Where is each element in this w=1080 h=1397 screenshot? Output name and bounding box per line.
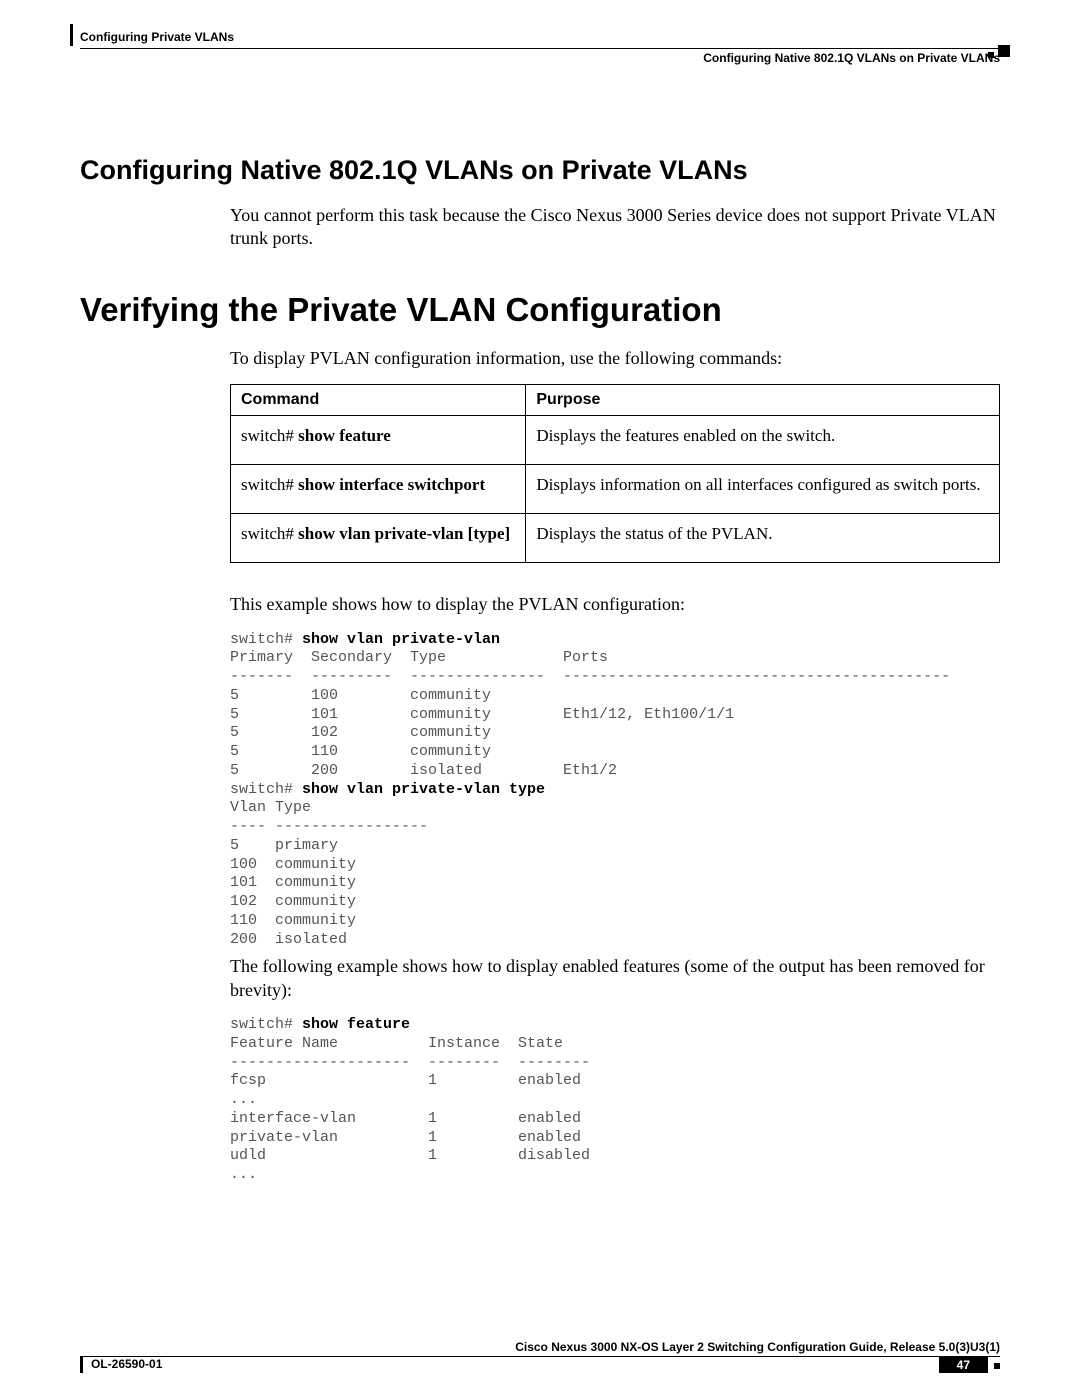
table-row: switch# show vlan private-vlan [type] Di… [231, 514, 1000, 563]
cmd-name: show interface switchport [298, 475, 485, 494]
table-row: switch# show feature Displays the featur… [231, 416, 1000, 465]
section-paragraph: You cannot perform this task because the… [230, 204, 1000, 251]
header-rule [80, 48, 1000, 49]
table-row: switch# show interface switchport Displa… [231, 465, 1000, 514]
running-header: Configuring Private VLANs [80, 30, 1000, 44]
cli-output: switch# show feature Feature Name Instan… [230, 1016, 1000, 1185]
cmd-prefix: switch# [241, 524, 298, 543]
cmd-purpose: Displays the status of the PVLAN. [526, 514, 1000, 563]
cmd-name: show vlan private-vlan [type] [298, 524, 510, 543]
cmd-prefix: switch# [241, 426, 298, 445]
table-header-purpose: Purpose [526, 385, 1000, 416]
cli-body: Primary Secondary Type Ports ------- ---… [230, 649, 950, 779]
footer-page-number: 47 [939, 1358, 1000, 1372]
cli-body: Vlan Type ---- ----------------- 5 prima… [230, 799, 428, 947]
section-heading: Configuring Native 802.1Q VLANs on Priva… [80, 155, 1000, 186]
command-table: Command Purpose switch# show feature Dis… [230, 384, 1000, 563]
cli-command: show vlan private-vlan [302, 631, 500, 648]
cli-prompt: switch# [230, 1016, 302, 1033]
footer-doc-id: OL-26590-01 [80, 1357, 162, 1373]
cmd-purpose: Displays information on all interfaces c… [526, 465, 1000, 514]
footer-doc-title: Cisco Nexus 3000 NX-OS Layer 2 Switching… [80, 1340, 1000, 1354]
cmd-purpose: Displays the features enabled on the swi… [526, 416, 1000, 465]
example-intro: The following example shows how to displ… [230, 955, 1000, 1002]
cli-output: switch# show vlan private-vlan Primary S… [230, 631, 1000, 950]
cli-prompt: switch# [230, 631, 302, 648]
page-marker-right-lg [998, 45, 1010, 57]
page-marker-left [70, 24, 73, 46]
cli-command: show feature [302, 1016, 410, 1033]
page-footer: Cisco Nexus 3000 NX-OS Layer 2 Switching… [80, 1340, 1000, 1373]
chapter-heading: Verifying the Private VLAN Configuration [80, 291, 1000, 329]
example-intro: This example shows how to display the PV… [230, 593, 1000, 616]
page-marker-right-sm [988, 52, 994, 58]
header-left: Configuring Private VLANs [80, 30, 234, 44]
chapter-intro: To display PVLAN configuration informati… [230, 347, 1000, 370]
cmd-name: show feature [298, 426, 391, 445]
cli-command: show vlan private-vlan type [302, 781, 545, 798]
table-header-command: Command [231, 385, 526, 416]
cli-prompt: switch# [230, 781, 302, 798]
page: Configuring Private VLANs Configuring Na… [0, 0, 1080, 1397]
cli-body: Feature Name Instance State ------------… [230, 1035, 590, 1183]
cmd-prefix: switch# [241, 475, 298, 494]
header-right-sub: Configuring Native 802.1Q VLANs on Priva… [80, 51, 1000, 65]
